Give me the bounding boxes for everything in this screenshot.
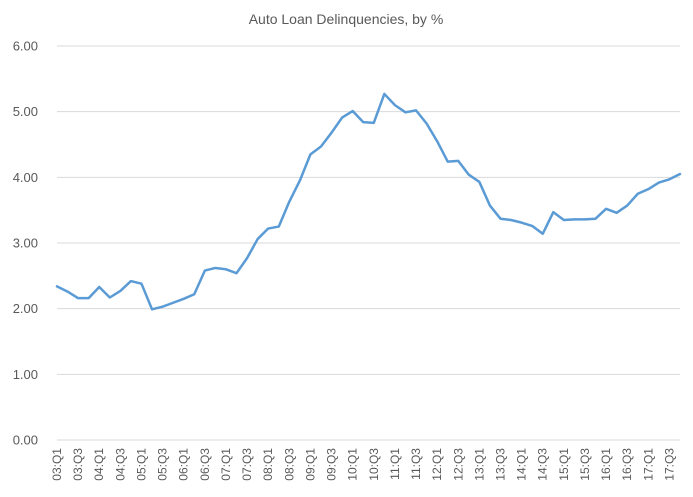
x-tick-label: 06:Q1 — [177, 448, 191, 481]
x-tick-label: 13:Q1 — [472, 448, 486, 481]
x-tick-label: 03:Q1 — [50, 448, 64, 481]
x-tick-label: 04:Q1 — [92, 448, 106, 481]
chart-title: Auto Loan Delinquencies, by % — [249, 11, 444, 27]
x-tick-label: 04:Q3 — [113, 448, 127, 481]
x-tick-label: 11:Q3 — [409, 448, 423, 480]
y-tick-label: 0.00 — [13, 433, 38, 448]
y-tick-label: 1.00 — [13, 367, 38, 382]
y-tick-label: 4.00 — [13, 170, 38, 185]
x-tick-label: 06:Q3 — [198, 448, 212, 481]
x-tick-label: 16:Q3 — [620, 448, 634, 481]
x-tick-label: 05:Q3 — [156, 448, 170, 481]
y-tick-label: 3.00 — [13, 236, 38, 251]
x-tick-label: 05:Q1 — [134, 448, 148, 481]
x-tick-label: 07:Q1 — [219, 448, 233, 481]
x-tick-label: 17:Q1 — [641, 448, 655, 481]
gridlines — [57, 45, 680, 441]
x-tick-label: 15:Q3 — [578, 448, 592, 481]
y-tick-label: 2.00 — [13, 301, 38, 316]
x-tick-label: 08:Q1 — [261, 448, 275, 481]
x-tick-label: 09:Q3 — [325, 448, 339, 481]
series-layer — [55, 92, 682, 311]
x-tick-label: 10:Q1 — [346, 448, 360, 481]
x-tick-label: 14:Q3 — [536, 448, 550, 481]
x-axis: 03:Q1 03:Q3 04:Q1 04:Q3 05:Q1 05:Q3 06:Q1 06:Q3… — [50, 448, 676, 481]
x-tick-label: 11:Q1 — [388, 448, 402, 480]
x-tick-label: 12:Q1 — [430, 448, 444, 481]
y-axis: 0.00 1.00 2.00 3.00 4.00 5.00 6.00 — [13, 39, 38, 448]
x-tick-label: 10:Q3 — [367, 448, 381, 481]
x-tick-label: 12:Q3 — [451, 448, 465, 481]
x-tick-label: 07:Q3 — [240, 448, 254, 481]
x-tick-label: 16:Q1 — [599, 448, 613, 481]
y-tick-label: 6.00 — [13, 39, 38, 54]
x-tick-label: 03:Q3 — [71, 448, 85, 481]
x-tick-label: 15:Q1 — [557, 448, 571, 481]
x-tick-label: 17:Q3 — [662, 448, 676, 481]
y-tick-label: 5.00 — [13, 104, 38, 119]
x-tick-label: 14:Q1 — [515, 448, 529, 481]
x-tick-label: 13:Q3 — [493, 448, 507, 481]
x-tick-label: 09:Q1 — [303, 448, 317, 481]
series-line — [55, 92, 682, 311]
x-tick-label: 08:Q3 — [282, 448, 296, 481]
